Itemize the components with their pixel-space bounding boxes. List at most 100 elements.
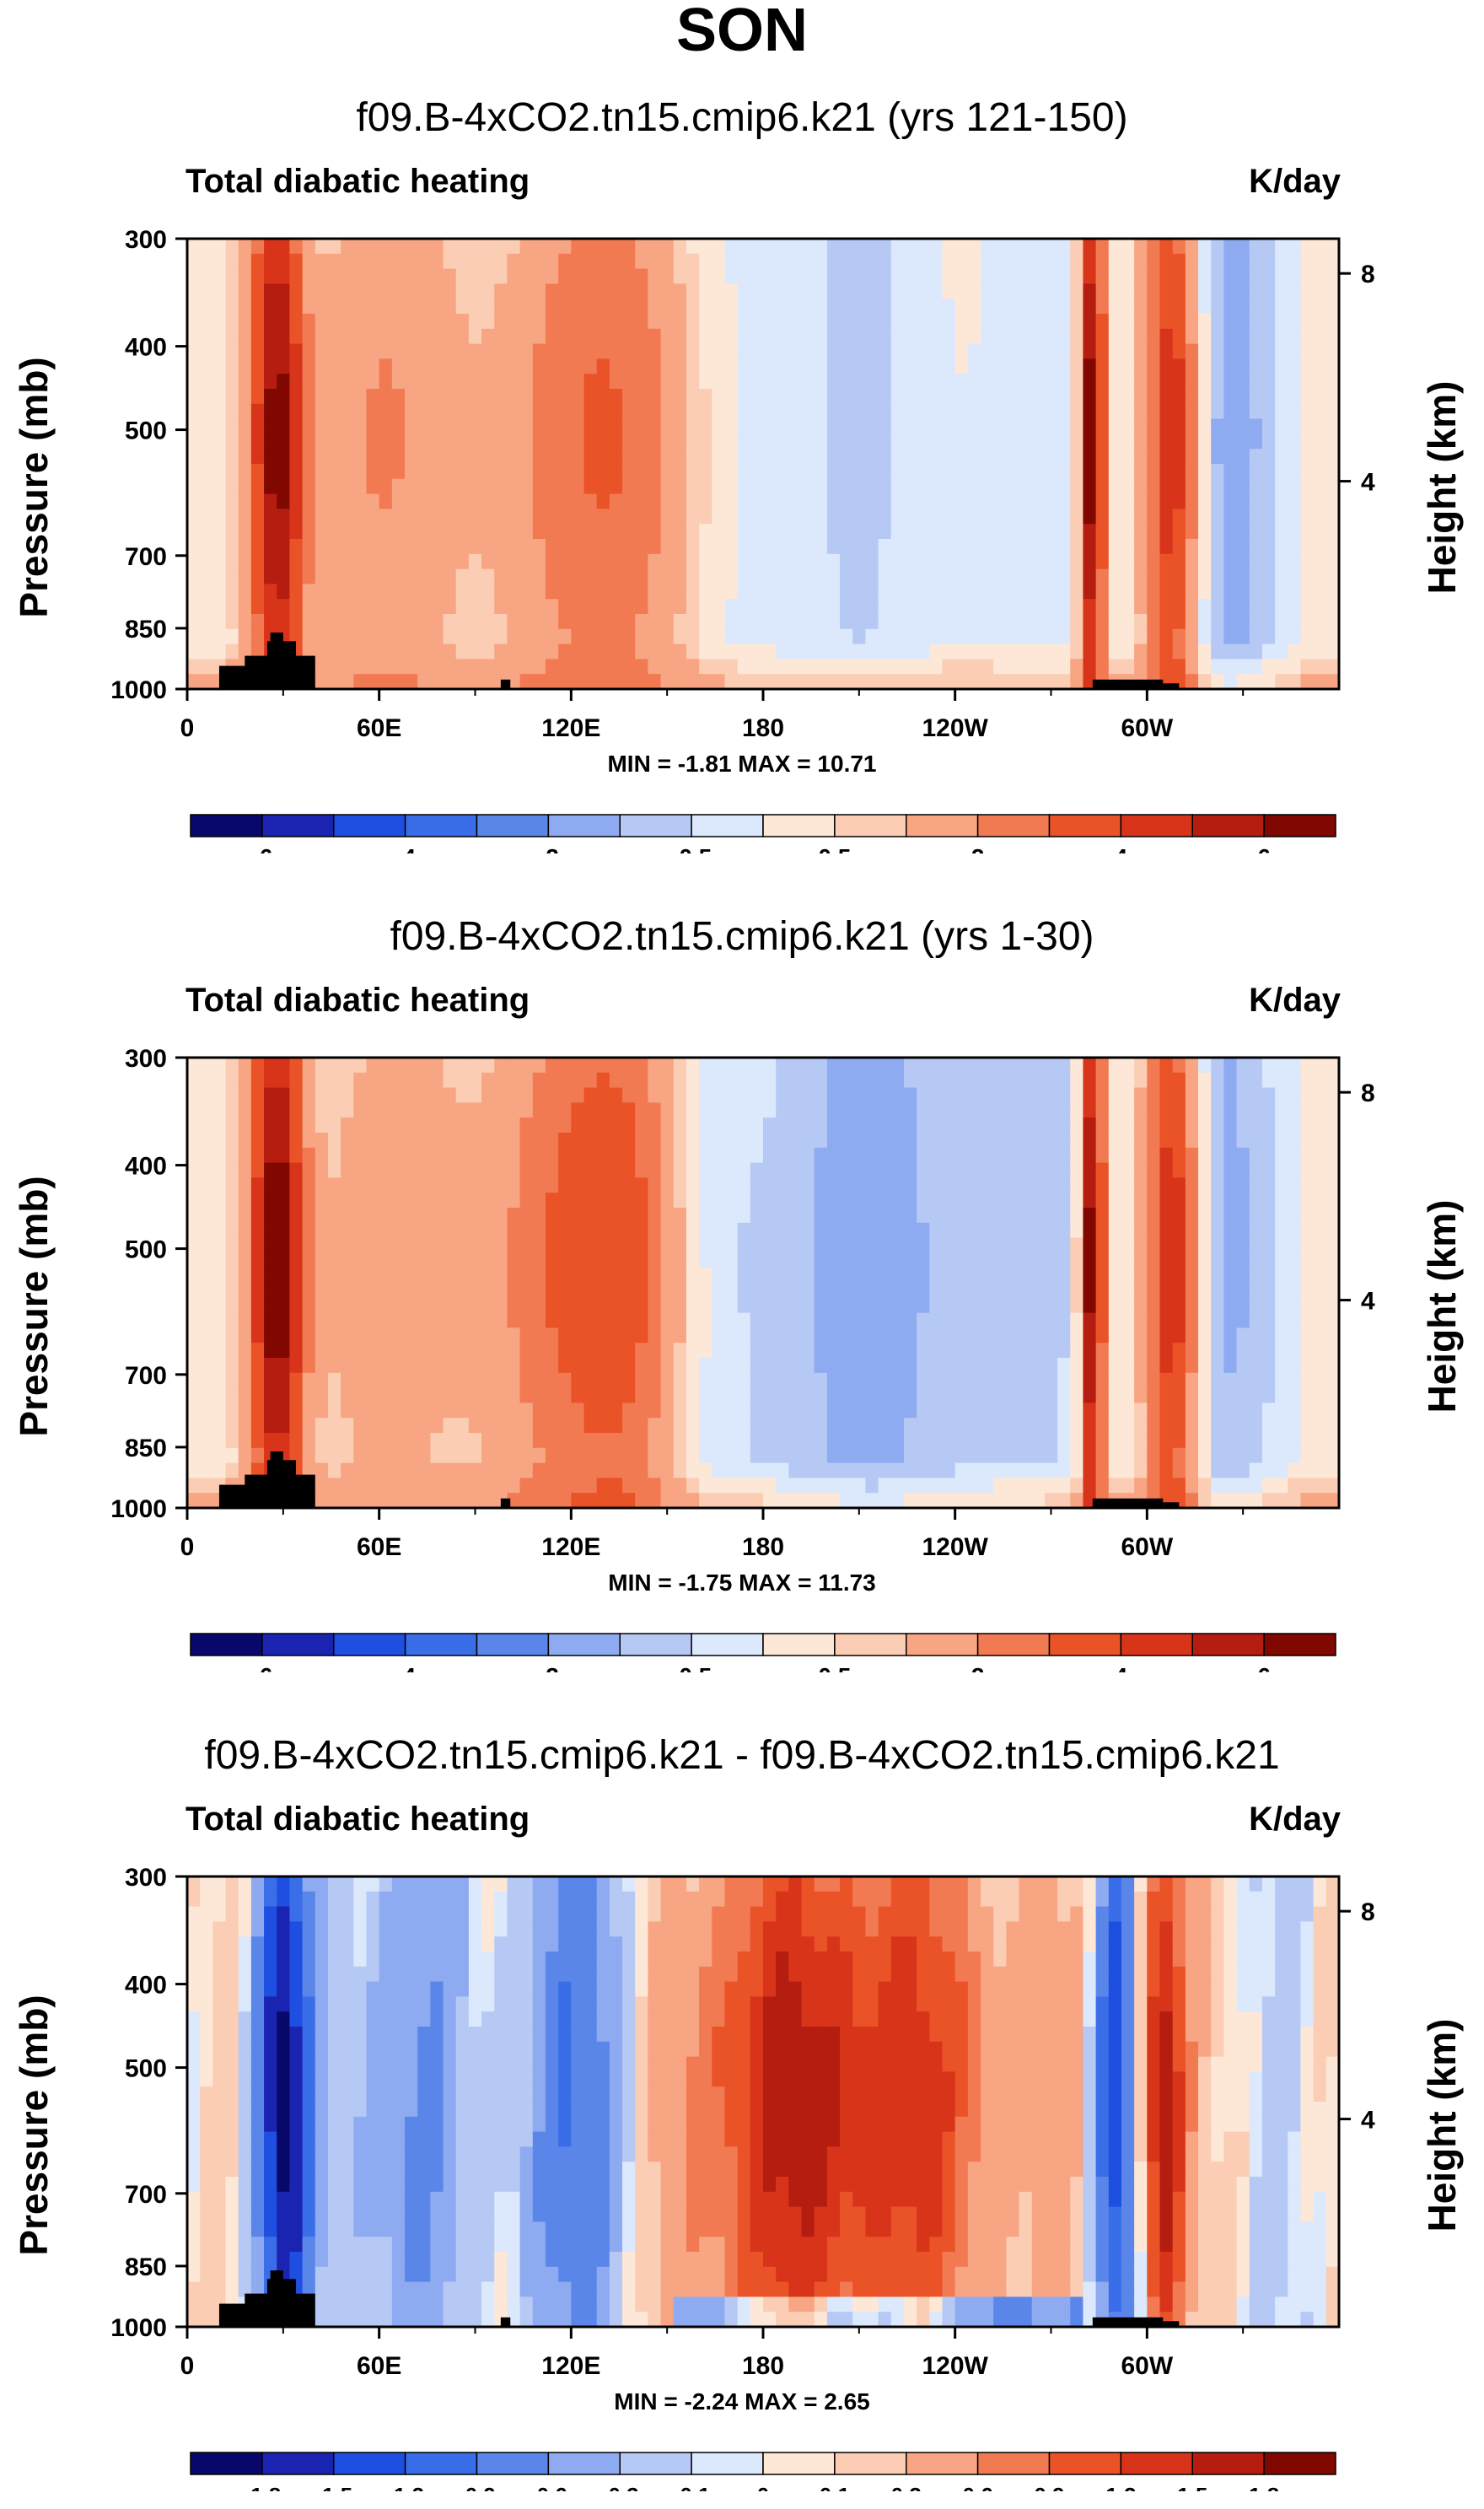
field-cell <box>289 1297 304 1314</box>
field-cell <box>596 343 610 359</box>
field-cell <box>596 314 610 330</box>
field-cell <box>954 1058 969 1074</box>
field-cell <box>583 1343 598 1359</box>
units-label: K/day <box>1249 163 1341 200</box>
field-cell <box>1223 568 1238 584</box>
field-cell <box>967 283 981 299</box>
field-cell <box>315 1343 329 1359</box>
field-cell <box>532 464 546 480</box>
field-cell <box>212 1433 227 1449</box>
field-cell <box>545 1343 559 1359</box>
field-cell <box>724 478 739 495</box>
field-cell <box>750 1072 764 1089</box>
field-cell <box>238 539 252 555</box>
field-cell <box>264 1162 277 1178</box>
field-cell <box>468 239 482 255</box>
field-cell <box>903 1193 917 1209</box>
field-cell <box>840 553 853 570</box>
field-cell <box>225 1312 239 1328</box>
field-cell <box>673 1208 687 1224</box>
field-cell <box>622 643 636 660</box>
field-cell <box>1083 539 1097 555</box>
field-cell <box>405 1162 418 1178</box>
field-cell <box>225 553 239 570</box>
field-cell <box>737 1327 751 1343</box>
field-cell <box>1288 433 1302 450</box>
field-cell <box>532 584 546 600</box>
field-cell <box>840 389 853 405</box>
field-cell <box>673 1312 687 1328</box>
field-cell <box>673 1493 687 1509</box>
field-cell <box>443 674 457 690</box>
field-cell <box>571 1147 585 1164</box>
field-cell <box>596 1493 610 1509</box>
field-cell <box>826 1117 841 1133</box>
field-cell <box>468 659 482 675</box>
field-cell <box>635 599 648 615</box>
field-cell <box>917 464 930 480</box>
field-cell <box>558 1102 572 1118</box>
field-cell <box>826 1133 841 1149</box>
field-cell <box>929 314 944 330</box>
field-cell <box>443 343 457 359</box>
field-cell <box>417 1283 431 1299</box>
terrain-block <box>270 633 283 689</box>
field-cell <box>929 253 944 270</box>
field-cell <box>519 599 534 615</box>
field-cell <box>1044 1147 1058 1164</box>
field-cell <box>763 553 777 570</box>
field-cell <box>814 1387 828 1403</box>
field-cell <box>353 1447 368 1464</box>
field-cell <box>187 1162 201 1178</box>
field-cell <box>366 614 380 630</box>
field-cell <box>865 1462 879 1478</box>
field-cell <box>1019 1462 1033 1478</box>
field-cell <box>724 509 739 525</box>
field-cell <box>878 659 892 675</box>
field-cell <box>200 1087 213 1103</box>
field-cell <box>993 389 1007 405</box>
field-cell <box>929 1117 944 1133</box>
field-cell <box>238 374 252 390</box>
field-cell <box>635 1462 648 1478</box>
field-cell <box>1006 1462 1020 1478</box>
field-cell <box>583 374 598 390</box>
field-cell <box>865 643 879 660</box>
field-cell <box>494 449 508 465</box>
field-cell <box>1057 478 1071 495</box>
field-cell <box>814 628 828 645</box>
field-cell <box>942 599 956 615</box>
field-cell <box>1236 464 1250 480</box>
field-cell <box>763 1403 777 1419</box>
field-cell <box>1300 524 1315 540</box>
field-cell <box>519 464 534 480</box>
field-cell <box>1095 1133 1110 1149</box>
field-cell <box>967 659 981 675</box>
field-cell <box>686 449 700 465</box>
field-cell <box>814 643 828 660</box>
field-cell <box>737 1117 751 1133</box>
field-cell <box>225 268 239 284</box>
field-cell <box>391 1193 406 1209</box>
field-cell <box>571 1327 585 1343</box>
field-cell <box>277 553 291 570</box>
field-cell <box>494 1087 508 1103</box>
field-cell <box>212 314 227 330</box>
field-cell <box>622 1162 636 1178</box>
field-cell <box>250 1133 265 1149</box>
field-cell <box>545 643 559 660</box>
field-cell <box>878 314 892 330</box>
field-cell <box>622 1133 636 1149</box>
field-cell <box>532 1117 546 1133</box>
field-cell <box>455 568 470 584</box>
field-cell <box>250 253 265 270</box>
field-cell <box>699 1343 712 1359</box>
field-cell <box>609 1133 623 1149</box>
field-cell <box>366 1418 380 1434</box>
field-cell <box>635 1343 648 1359</box>
field-cell <box>1223 659 1238 675</box>
field-cell <box>583 1268 598 1284</box>
field-cell <box>1070 1478 1084 1494</box>
field-cell <box>929 418 944 434</box>
field-cell <box>1019 568 1033 584</box>
